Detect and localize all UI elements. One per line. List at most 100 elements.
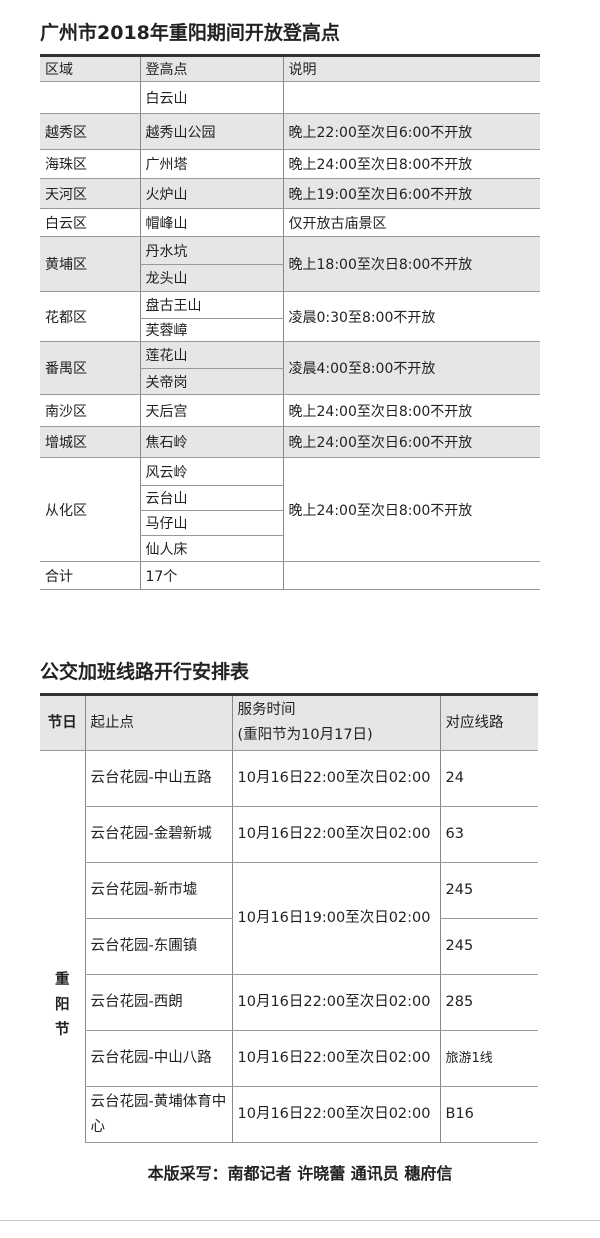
table-row: 番禺区 莲花山 凌晨4:00至8:00不开放 <box>40 341 540 395</box>
lookout-spot-cell: 云台山 <box>139 485 283 511</box>
district-cell: 越秀区 <box>40 113 140 150</box>
table-row: 增城区 焦石岭 晚上24:00至次日6:00不开放 <box>40 426 540 458</box>
note-cell: 晚上24:00至次日8:00不开放 <box>282 457 540 562</box>
lookout-spot-cell: 芙蓉嶂 <box>139 318 283 342</box>
table-row: 马仔山 <box>40 510 540 536</box>
table1-title: 广州市2018年重阳期间开放登高点 <box>40 22 340 44</box>
table-row: 云台花园-西朗 10月16日22:00至次日02:00 285 <box>40 974 538 1031</box>
lookout-spot-cell: 天后宫 <box>139 394 283 427</box>
table-row: 从化区 风云岭 晚上24:00至次日8:00不开放 <box>40 457 540 562</box>
district-cell <box>40 81 140 114</box>
time-header: 服务时间 (重阳节为10月17日) <box>231 694 440 751</box>
lookout-spot-cell: 火炉山 <box>139 178 283 209</box>
district-cell: 白云区 <box>40 208 140 237</box>
total-value: 17个 <box>139 561 283 590</box>
bus-schedule-table: 节日 起止点 服务时间 (重阳节为10月17日) 对应线路 重阳节 云台花园-中山五路 10月… <box>40 693 538 1143</box>
line-cell: 245 <box>439 918 538 975</box>
lookout-spot-cell: 风云岭 <box>139 457 283 486</box>
table-row: 海珠区 广州塔 晚上24:00至次日8:00不开放 <box>40 149 540 179</box>
lookout-spot-cell: 广州塔 <box>139 149 283 179</box>
lookout-spot-cell: 帽峰山 <box>139 208 283 237</box>
note-cell: 晚上24:00至次日8:00不开放 <box>282 394 540 427</box>
table-row: 黄埔区 丹水坑 晚上18:00至次日8:00不开放 <box>40 236 540 292</box>
table-row: 芙蓉嶂 <box>40 318 540 342</box>
route-cell: 云台花园-金碧新城 <box>84 806 232 863</box>
total-label: 合计 <box>40 561 140 590</box>
time-cell: 10月16日22:00至次日02:00 <box>231 974 440 1031</box>
note-cell: 晚上18:00至次日8:00不开放 <box>282 236 540 292</box>
lookout-points-table: 区域 登高点 说明 白云山 越秀区 越秀山公园 晚上22:00至次日6:00不开放 海珠区 广州… <box>40 54 540 590</box>
table-row: 云台花园-新市墟 10月16日19:00至次日02:00 245 <box>40 862 538 975</box>
district-cell: 增城区 <box>40 426 140 458</box>
table-row: 云台花园-东圃镇 245 <box>40 918 538 975</box>
column-header: 说明 <box>282 55 540 82</box>
lookout-spot-cell: 仙人床 <box>139 535 283 562</box>
line-cell: 245 <box>439 862 538 919</box>
lookout-spot-cell: 关帝岗 <box>139 368 283 395</box>
note-cell: 晚上22:00至次日6:00不开放 <box>282 113 540 150</box>
column-header: 登高点 <box>139 55 283 82</box>
table-row: 南沙区 天后宫 晚上24:00至次日8:00不开放 <box>40 394 540 427</box>
table-row: 天河区 火炉山 晚上19:00至次日6:00不开放 <box>40 178 540 209</box>
header-row: 节日 起止点 服务时间 (重阳节为10月17日) 对应线路 <box>40 694 538 751</box>
table-row: 重阳节 云台花园-中山五路 10月16日22:00至次日02:00 24 <box>40 750 538 1038</box>
total-note <box>282 561 540 590</box>
note-cell: 凌晨4:00至8:00不开放 <box>282 341 540 395</box>
lookout-spot-cell: 龙头山 <box>139 264 283 292</box>
lookout-spot-cell: 盘古王山 <box>139 291 283 319</box>
note-cell: 凌晨0:30至8:00不开放 <box>282 291 540 342</box>
lookout-spot-cell: 莲花山 <box>139 341 283 369</box>
lookout-spot-cell: 焦石岭 <box>139 426 283 458</box>
table-row: 仙人床 <box>40 535 540 562</box>
lookout-spot-cell: 马仔山 <box>139 510 283 536</box>
divider <box>0 1220 600 1221</box>
lookout-spot-cell: 越秀山公园 <box>139 113 283 150</box>
line-cell: 24 <box>439 750 538 807</box>
table-row: 云台花园-中山八路 10月16日22:00至次日02:00 旅游1线 <box>40 1030 538 1087</box>
time-header-line2: (重阳节为10月17日) <box>237 727 373 743</box>
district-cell: 番禺区 <box>40 341 140 395</box>
byline: 本版采写：南都记者 许晓蕾 通讯员 穗府信 <box>147 1164 453 1183</box>
line-cell: 63 <box>439 806 538 863</box>
route-cell: 云台花园-东圃镇 <box>84 918 232 975</box>
route-cell: 云台花园-中山八路 <box>84 1030 232 1087</box>
table-row: 云台花园-金碧新城 10月16日22:00至次日02:00 63 <box>40 806 538 863</box>
route-cell: 云台花园-中山五路 <box>84 750 232 807</box>
note-cell: 晚上19:00至次日6:00不开放 <box>282 178 540 209</box>
line-cell: 旅游1线 <box>439 1030 538 1087</box>
time-cell: 10月16日22:00至次日02:00 <box>231 1030 440 1087</box>
district-cell: 花都区 <box>40 291 140 342</box>
table-row: 白云山 <box>40 81 540 114</box>
note-cell <box>282 81 540 114</box>
district-cell: 海珠区 <box>40 149 140 179</box>
festival-cell: 重阳节 <box>55 971 70 1038</box>
table2-title: 公交加班线路开行安排表 <box>40 661 250 683</box>
time-cell: 10月16日22:00至次日02:00 <box>231 1086 440 1143</box>
total-row: 合计 17个 <box>40 561 540 590</box>
line-cell: B16 <box>439 1086 538 1143</box>
festival-header: 节日 <box>40 694 85 751</box>
district-cell: 黄埔区 <box>40 236 140 292</box>
district-cell: 从化区 <box>40 457 140 562</box>
route-header: 起止点 <box>84 694 232 751</box>
lookout-spot-cell: 丹水坑 <box>139 236 283 265</box>
table-row: 越秀区 越秀山公园 晚上22:00至次日6:00不开放 <box>40 113 540 150</box>
route-cell: 云台花园-西朗 <box>84 974 232 1031</box>
district-cell: 天河区 <box>40 178 140 209</box>
table-row: 云台花园-黄埔体育中心 10月16日22:00至次日02:00 B16 <box>40 1086 538 1143</box>
lookout-spot-cell: 白云山 <box>139 81 283 114</box>
district-cell: 南沙区 <box>40 394 140 427</box>
line-cell: 285 <box>439 974 538 1031</box>
table-row: 白云区 帽峰山 仅开放古庙景区 <box>40 208 540 237</box>
route-cell: 云台花园-新市墟 <box>84 862 232 919</box>
time-cell: 10月16日19:00至次日02:00 <box>231 862 440 975</box>
column-header: 区域 <box>40 55 140 82</box>
time-header-line1: 服务时间 <box>237 702 296 718</box>
note-cell: 仅开放古庙景区 <box>282 208 540 237</box>
header-row: 区域 登高点 说明 <box>40 55 540 82</box>
note-cell: 晚上24:00至次日8:00不开放 <box>282 149 540 179</box>
route-cell: 云台花园-黄埔体育中心 <box>84 1086 232 1143</box>
line-header: 对应线路 <box>439 694 538 751</box>
note-cell: 晚上24:00至次日6:00不开放 <box>282 426 540 458</box>
time-cell: 10月16日22:00至次日02:00 <box>231 806 440 863</box>
